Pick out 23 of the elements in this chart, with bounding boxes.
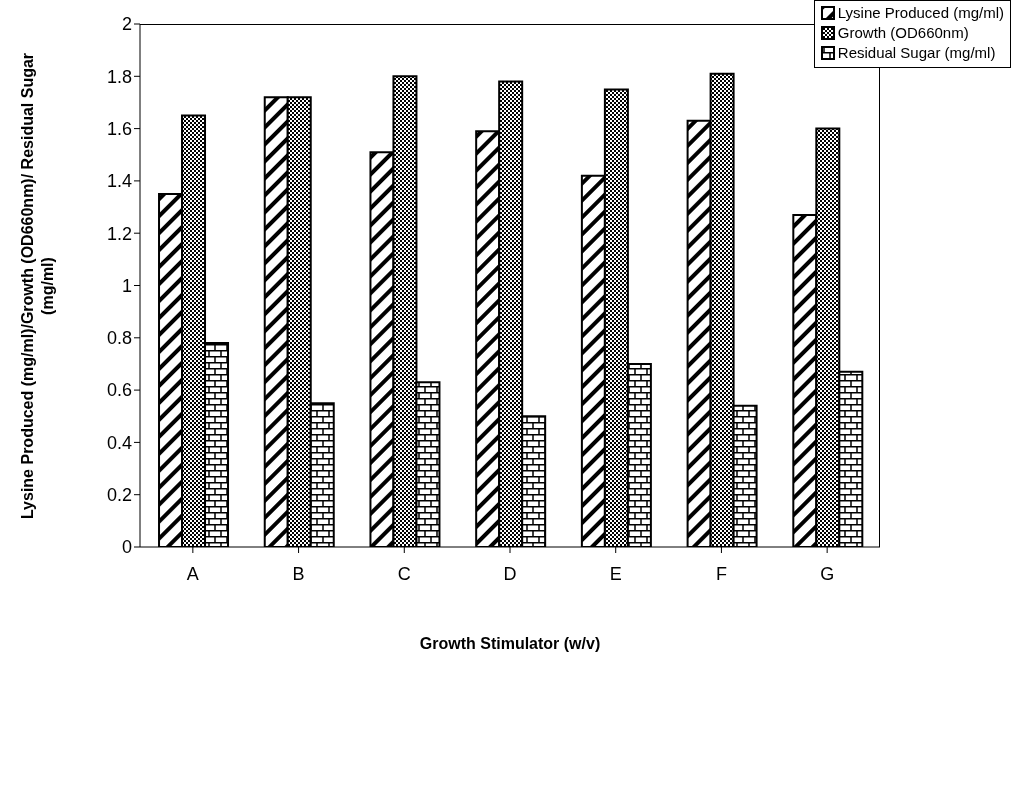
y-tick-label: 1.8 bbox=[106, 66, 132, 87]
y-tick-label: 1 bbox=[121, 275, 132, 296]
x-tick-label: D bbox=[503, 563, 517, 584]
x-tick-label: F bbox=[715, 563, 727, 584]
x-tick-label: A bbox=[186, 563, 199, 584]
legend-label: Growth (OD660nm) bbox=[837, 23, 969, 43]
y-tick-label: 0.4 bbox=[106, 432, 132, 453]
y-tick-label: 0.2 bbox=[106, 485, 132, 506]
x-tick-label: B bbox=[292, 563, 305, 584]
legend-label: Lysine Produced (mg/ml) bbox=[837, 3, 1004, 23]
y-tick-label: 0.6 bbox=[106, 380, 132, 401]
x-tick-label: E bbox=[609, 563, 622, 584]
legend-label: Residual Sugar (mg/ml) bbox=[837, 43, 996, 63]
y-axis-title: Lysine Produced (mg/ml)/Growth (OD660nm)/ Residual Sugar (mg/ml) bbox=[18, 51, 57, 521]
y-tick-label: 1.6 bbox=[106, 118, 132, 139]
y-tick-label: 1.2 bbox=[106, 223, 132, 244]
y-tick-label: 0 bbox=[121, 537, 132, 558]
y-tick-label: 1.4 bbox=[106, 171, 132, 192]
y-tick-label: 0.8 bbox=[106, 328, 132, 349]
x-tick-label: G bbox=[820, 563, 835, 584]
x-axis-title: Growth Stimulator (w/v) bbox=[419, 635, 601, 652]
y-tick-label: 2 bbox=[121, 14, 132, 35]
x-tick-label: C bbox=[397, 563, 411, 584]
